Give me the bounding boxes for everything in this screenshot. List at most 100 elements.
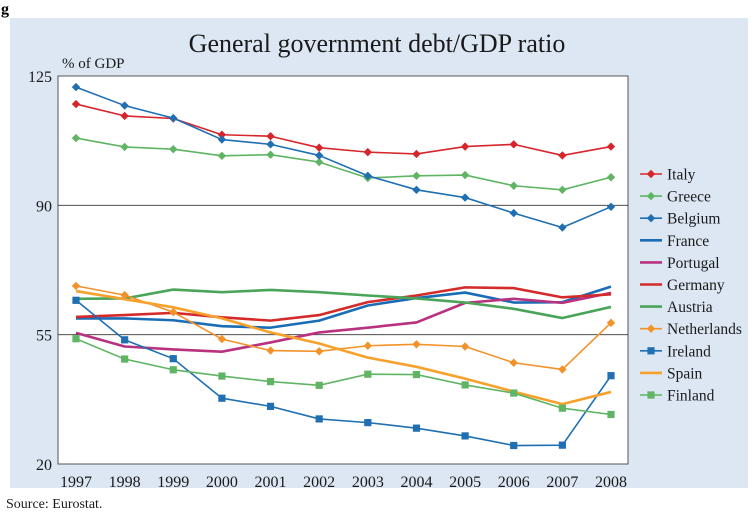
series-line-spain xyxy=(75,289,612,406)
data-point-ireland xyxy=(266,402,275,410)
data-point-ireland xyxy=(412,424,421,432)
data-point-netherlands xyxy=(460,342,470,351)
series-line-finland xyxy=(75,337,612,416)
x-tick-label: 2002 xyxy=(303,474,335,491)
data-point-greece xyxy=(266,150,275,159)
legend: Italy Greece Belgium France Portugal Germany A… xyxy=(640,167,742,405)
data-point-finland xyxy=(72,335,80,343)
data-point-greece xyxy=(217,151,227,161)
series-germany xyxy=(75,286,612,322)
series-line-ireland xyxy=(75,299,612,447)
data-point-ireland xyxy=(364,419,372,427)
plot-area xyxy=(57,75,629,465)
legend-marker-ireland xyxy=(647,347,655,355)
series-portugal xyxy=(75,291,612,353)
data-point-greece xyxy=(412,171,421,180)
legend-marker-netherlands xyxy=(646,324,656,333)
y-tick-label: 55 xyxy=(36,328,52,345)
data-point-belgium xyxy=(509,208,518,218)
data-point-belgium xyxy=(558,223,567,232)
data-point-finland xyxy=(412,370,421,379)
data-point-greece xyxy=(606,173,616,182)
data-point-netherlands xyxy=(169,307,178,317)
series-line-portugal xyxy=(75,291,612,353)
y-axis-label: % of GDP xyxy=(62,56,125,72)
data-point-netherlands xyxy=(217,334,227,344)
x-tick-label: 2000 xyxy=(206,474,238,491)
data-point-italy xyxy=(606,142,616,151)
legend-label-netherlands: Netherlands xyxy=(667,321,742,338)
x-tick-label: 2005 xyxy=(449,474,481,491)
data-point-netherlands xyxy=(558,365,567,374)
legend-item-greece: Greece xyxy=(640,189,711,206)
data-point-netherlands xyxy=(363,341,373,350)
legend-item-austria: Austria xyxy=(640,299,713,316)
y-tick-label: 90 xyxy=(36,198,52,215)
legend-label-austria: Austria xyxy=(667,299,713,316)
x-tick-label: 1999 xyxy=(157,474,189,491)
legend-item-finland: Finland xyxy=(640,388,715,405)
legend-label-ireland: Ireland xyxy=(667,343,711,360)
x-tick-label: 2004 xyxy=(400,474,432,491)
legend-item-france: France xyxy=(640,233,709,250)
data-point-ireland xyxy=(72,296,80,304)
data-point-belgium xyxy=(217,135,227,144)
data-point-italy xyxy=(120,111,129,121)
legend-label-italy: Italy xyxy=(667,167,696,184)
series-belgium xyxy=(71,82,616,232)
data-point-ireland xyxy=(461,432,469,440)
data-point-greece xyxy=(509,181,518,190)
data-point-italy xyxy=(217,130,227,139)
legend-label-belgium: Belgium xyxy=(667,211,720,228)
data-point-greece xyxy=(460,170,470,180)
data-point-finland xyxy=(169,366,177,374)
legend-label-finland: Finland xyxy=(667,388,715,405)
data-point-finland xyxy=(607,410,615,419)
legend-label-spain: Spain xyxy=(667,365,703,382)
legend-item-italy: Italy xyxy=(640,167,696,184)
legend-marker-greece xyxy=(646,191,656,201)
series-ireland xyxy=(72,296,615,450)
data-point-italy xyxy=(460,142,470,151)
data-point-finland xyxy=(266,377,275,386)
y-tick-label: 20 xyxy=(36,457,52,474)
series-spain xyxy=(75,289,612,406)
data-point-finland xyxy=(510,389,518,397)
legend-marker-italy xyxy=(646,169,656,179)
data-point-netherlands xyxy=(71,281,81,291)
data-point-greece xyxy=(169,144,178,154)
data-point-finland xyxy=(364,370,372,378)
data-point-belgium xyxy=(412,185,421,195)
series-line-austria xyxy=(75,288,612,320)
legend-item-portugal: Portugal xyxy=(640,255,720,272)
series-finland xyxy=(72,335,615,419)
data-point-netherlands xyxy=(120,290,129,300)
data-point-greece xyxy=(314,157,324,167)
series-netherlands xyxy=(71,281,616,374)
legend-label-france: France xyxy=(667,233,709,250)
legend-item-belgium: Belgium xyxy=(640,211,720,228)
series-line-germany xyxy=(75,286,612,322)
series-line-france xyxy=(76,285,612,329)
series-line-belgium xyxy=(75,86,612,229)
legend-item-germany: Germany xyxy=(640,277,725,294)
data-point-netherlands xyxy=(606,318,616,328)
legend-label-greece: Greece xyxy=(667,189,711,206)
series-line-italy xyxy=(75,103,612,157)
data-point-italy xyxy=(412,149,421,159)
x-tick-label: 2003 xyxy=(352,474,384,491)
data-point-italy xyxy=(71,99,81,109)
data-point-greece xyxy=(120,142,129,152)
data-point-ireland xyxy=(169,355,177,363)
x-tick-label: 2007 xyxy=(546,474,578,491)
data-point-belgium xyxy=(169,113,178,123)
gridlines xyxy=(58,204,628,336)
data-point-finland xyxy=(315,381,323,389)
data-point-italy xyxy=(314,143,324,152)
legend-item-ireland: Ireland xyxy=(640,343,711,360)
data-point-finland xyxy=(461,381,469,389)
data-point-netherlands xyxy=(412,340,421,349)
data-point-finland xyxy=(121,355,129,363)
